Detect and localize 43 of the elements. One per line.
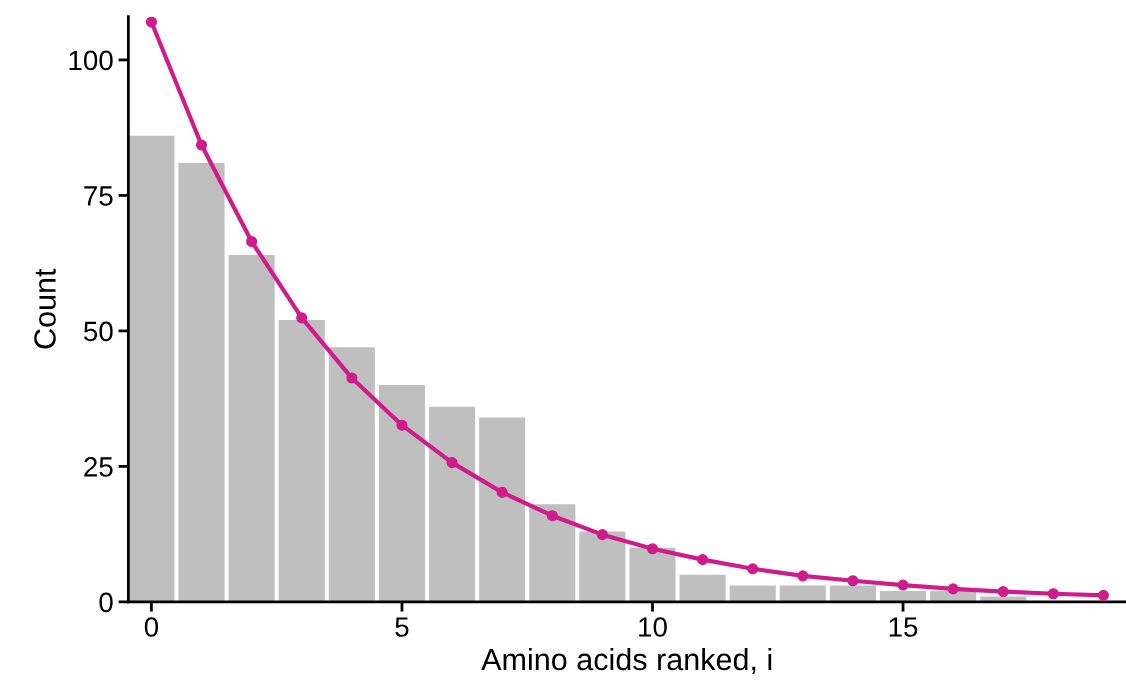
bar [228, 255, 275, 602]
point [145, 16, 157, 28]
bar [178, 162, 225, 602]
point [1047, 588, 1059, 600]
point [195, 139, 208, 151]
bar [328, 347, 375, 602]
point [296, 312, 308, 324]
bar [479, 417, 526, 602]
bar [679, 574, 726, 602]
point [747, 563, 759, 575]
point [646, 543, 659, 555]
point [446, 457, 458, 469]
point [1097, 589, 1110, 601]
point [697, 554, 709, 566]
point [246, 235, 258, 248]
bar [128, 135, 175, 602]
y-tick-label: 100 [69, 50, 113, 71]
y-tick-label: 50 [84, 321, 113, 342]
bar [429, 406, 476, 602]
y-axis-title: Count [34, 268, 56, 349]
point [396, 419, 408, 431]
point [847, 575, 859, 587]
x-tick-label: 10 [639, 617, 667, 637]
y-tick-label: 25 [84, 457, 113, 477]
x-axis-title: Amino acids ranked, i [481, 647, 772, 674]
point [997, 586, 1009, 598]
point [947, 583, 959, 595]
point [546, 510, 558, 522]
x-tick-label: 0 [144, 617, 159, 637]
x-tick-label: 15 [889, 617, 918, 637]
bar [629, 547, 676, 602]
y-tick-label: 0 [99, 592, 113, 613]
y-tick-label: 75 [84, 186, 113, 206]
bar [278, 320, 325, 602]
x-tick-label: 5 [395, 617, 409, 637]
point [346, 372, 358, 384]
point [797, 570, 809, 582]
bar [579, 531, 626, 602]
point [596, 529, 608, 541]
point [897, 579, 909, 591]
point [496, 486, 508, 498]
bar [378, 385, 425, 602]
bar [529, 504, 576, 602]
